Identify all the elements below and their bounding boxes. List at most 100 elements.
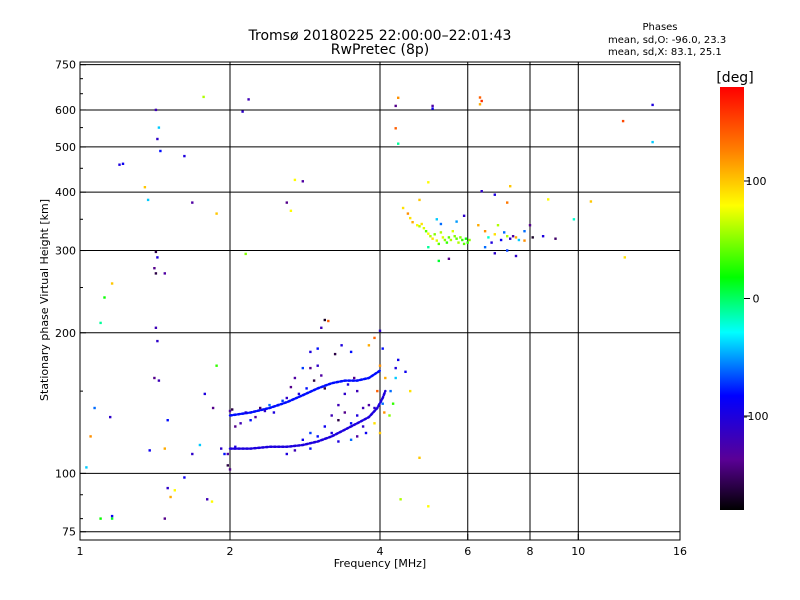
grid-lines	[80, 62, 680, 540]
echo-point	[459, 236, 462, 239]
echo-point	[277, 403, 280, 407]
echo-point	[220, 447, 223, 450]
echo-point	[244, 252, 247, 256]
echo-point	[394, 376, 397, 380]
echo-point	[378, 431, 382, 435]
echo-point	[427, 505, 430, 508]
echo-point	[451, 230, 454, 233]
echo-point	[210, 500, 214, 503]
echo-point	[528, 224, 532, 227]
echo-point	[480, 190, 483, 193]
echo-point	[391, 402, 395, 405]
echo-point	[411, 221, 414, 224]
echo-point	[337, 419, 340, 422]
legend-title: Phases	[642, 22, 677, 33]
echo-point	[169, 495, 172, 499]
echo-point	[483, 230, 487, 233]
echo-point	[356, 435, 359, 438]
echo-point	[418, 456, 421, 459]
echo-point	[157, 126, 161, 129]
echo-point	[316, 364, 319, 367]
echo-point	[241, 110, 244, 113]
echo-point	[490, 241, 493, 244]
echo-point	[478, 103, 482, 106]
legend-line-x: mean, sd,X: 83.1, 25.1	[608, 47, 722, 58]
echo-point	[349, 350, 353, 354]
colorbar-tick-label: 0	[753, 293, 760, 306]
echo-point	[418, 198, 421, 202]
echo-point	[301, 180, 304, 183]
x-tick-label: 2	[227, 545, 234, 558]
echo-point	[367, 344, 371, 347]
echo-point	[468, 238, 471, 242]
echo-point	[289, 209, 293, 212]
echo-point	[541, 235, 545, 238]
echo-point	[198, 443, 202, 447]
echo-point	[431, 104, 434, 108]
echo-point	[404, 370, 407, 373]
phase-legend: Phases mean, sd,O: -96.0, 23.3 mean, sd,…	[608, 22, 726, 58]
legend-line-o: mean, sd,O: -96.0, 23.3	[608, 35, 726, 46]
echo-point	[394, 104, 397, 108]
echo-point	[323, 425, 326, 428]
echo-point	[99, 517, 102, 520]
echo-point	[309, 350, 312, 354]
echo-point	[517, 238, 521, 242]
echo-point	[297, 392, 301, 396]
echo-point	[244, 411, 247, 414]
echo-point	[156, 137, 159, 141]
echo-point	[337, 440, 340, 443]
echo-point	[621, 119, 625, 123]
echo-point	[211, 406, 215, 410]
echo-point	[493, 252, 496, 255]
echo-point	[234, 445, 237, 448]
echo-point	[381, 402, 384, 405]
colorbar-label: [deg]	[716, 70, 753, 86]
echo-point	[435, 218, 438, 221]
echo-point	[333, 352, 337, 356]
echo-point	[346, 383, 350, 386]
echo-point	[153, 267, 156, 270]
echo-point	[651, 103, 654, 107]
echo-point	[462, 242, 466, 246]
echo-point	[378, 364, 382, 367]
echo-point	[183, 476, 186, 479]
echo-point	[427, 181, 430, 184]
echo-point	[506, 201, 509, 204]
echo-point	[356, 414, 359, 417]
echo-points	[85, 95, 654, 520]
echo-point	[394, 366, 397, 370]
echo-point	[118, 163, 121, 166]
echo-point	[85, 466, 88, 469]
echo-point	[523, 230, 526, 233]
echo-point	[285, 201, 288, 204]
echo-point	[146, 198, 150, 202]
echo-point	[373, 422, 376, 425]
echo-point	[499, 238, 503, 242]
echo-point	[173, 489, 176, 492]
echo-point	[239, 422, 242, 425]
echo-point	[89, 435, 92, 438]
echo-point	[383, 411, 386, 414]
y-tick-label: 500	[55, 141, 76, 154]
echo-point	[154, 250, 158, 254]
x-tick-label: 4	[377, 545, 384, 558]
x-tick-label: 10	[571, 545, 585, 558]
trace-curves	[228, 369, 387, 450]
echo-point	[110, 514, 114, 518]
echo-point	[228, 468, 232, 471]
echo-point	[103, 296, 106, 299]
o-trace-line	[228, 389, 387, 450]
y-tick-label: 750	[55, 59, 76, 72]
y-tick-label: 300	[55, 245, 76, 258]
echo-point	[493, 193, 496, 196]
echo-point	[154, 326, 158, 329]
echo-point	[453, 235, 456, 238]
echo-point	[231, 408, 234, 411]
echo-point	[439, 231, 443, 234]
x-tick-label: 16	[673, 545, 687, 558]
y-tick-label: 200	[55, 327, 76, 340]
echo-point	[330, 431, 333, 435]
echo-point	[191, 452, 194, 456]
